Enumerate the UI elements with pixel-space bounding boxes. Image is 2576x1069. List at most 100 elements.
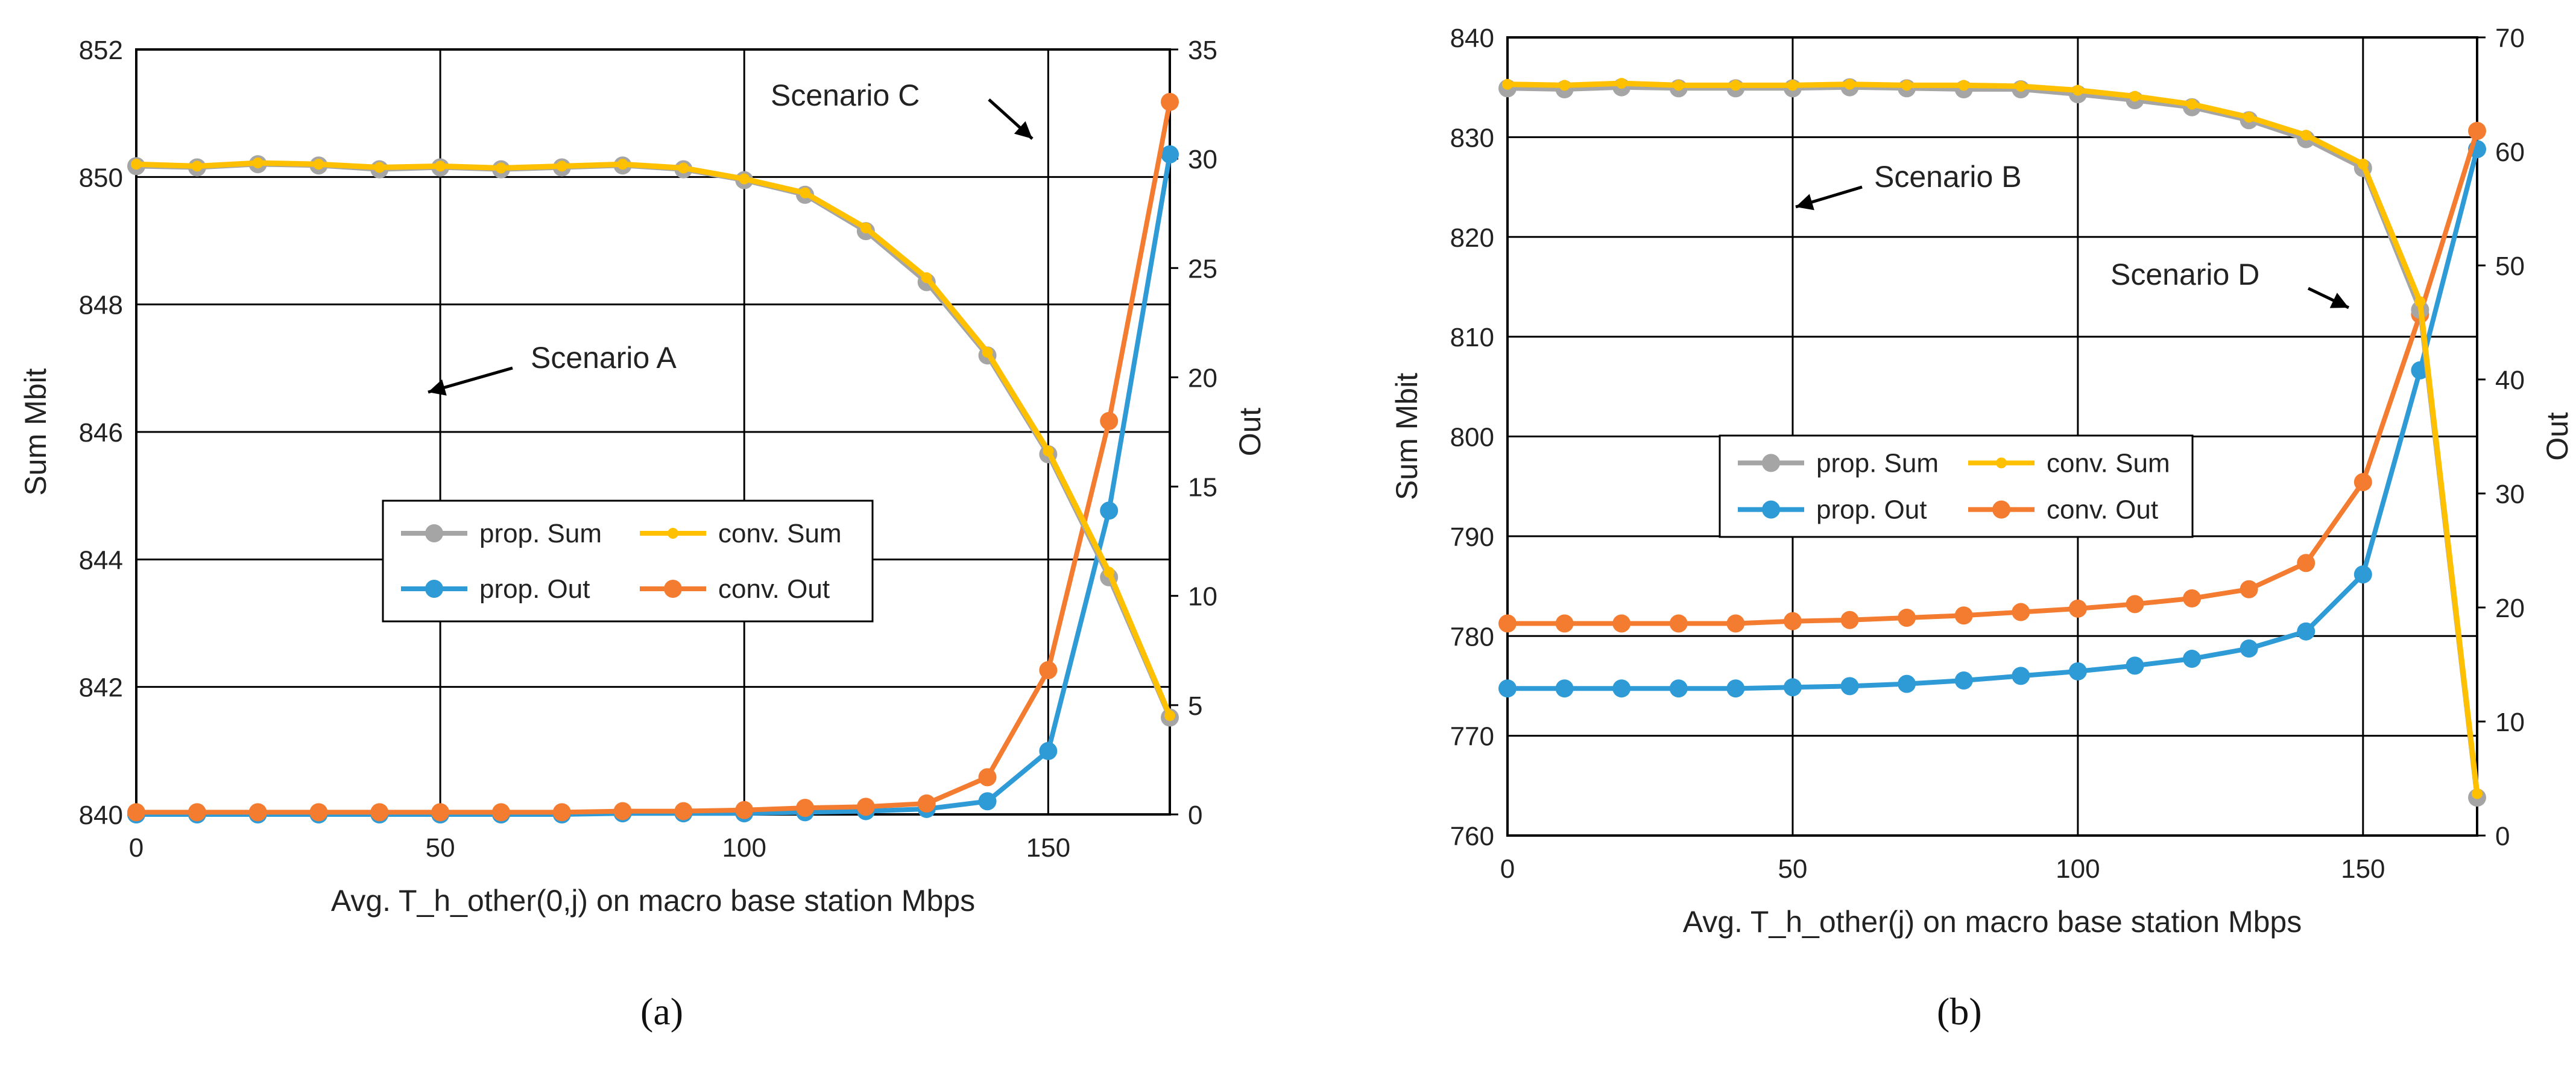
data-point xyxy=(978,792,997,811)
legend-label: conv. Sum xyxy=(2047,448,2170,478)
data-point xyxy=(2126,656,2144,675)
data-point xyxy=(2357,159,2369,170)
legend-label: prop. Sum xyxy=(1816,448,1939,478)
data-point xyxy=(2240,639,2258,658)
data-point xyxy=(1164,710,1175,722)
data-point xyxy=(617,159,628,170)
y-tick-label: 810 xyxy=(1450,323,1494,352)
data-point xyxy=(1669,679,1688,698)
x-tick-label: 100 xyxy=(722,833,766,863)
data-point xyxy=(2068,662,2087,680)
data-point xyxy=(1612,614,1631,633)
data-point xyxy=(1100,411,1119,430)
series-line-prop-out xyxy=(1507,148,2480,691)
data-point xyxy=(1498,614,1517,633)
data-point xyxy=(796,799,815,817)
annotation-label: Scenario B xyxy=(1874,160,2022,194)
data-point xyxy=(1954,671,1973,690)
data-point xyxy=(1559,80,1570,91)
series-line-prop-sum xyxy=(1507,84,2480,798)
data-point xyxy=(552,803,571,822)
y2-tick-label: 30 xyxy=(1188,145,1217,174)
data-point xyxy=(1100,501,1119,520)
data-point xyxy=(1043,445,1054,457)
data-point xyxy=(921,272,932,284)
caption-a: (a) xyxy=(640,990,684,1033)
data-point xyxy=(2297,622,2316,641)
y-axis-title: Sum Mbit xyxy=(1390,373,1424,500)
y-tick-label: 844 xyxy=(79,545,123,575)
y-axis-title: Sum Mbit xyxy=(19,368,52,495)
y-tick-label: 790 xyxy=(1450,522,1494,552)
legend-label: prop. Out xyxy=(479,574,590,604)
data-point xyxy=(1039,741,1058,760)
y-tick-label: 848 xyxy=(79,291,123,320)
y-tick-label: 760 xyxy=(1450,822,1494,851)
legend-label: conv. Sum xyxy=(718,519,842,548)
x-tick-label: 100 xyxy=(2056,854,2100,884)
y-tick-label: 846 xyxy=(79,418,123,448)
data-point xyxy=(2068,599,2087,618)
series-line-conv-out xyxy=(1507,130,2480,626)
data-point xyxy=(1161,145,1179,163)
y-tick-label: 800 xyxy=(1450,423,1494,452)
legend-label: prop. Out xyxy=(1816,495,1927,525)
chart-panel-a: 840 842 844 846 848 850 852 0 5 10 15 20 25 30 35 0 50 10… xyxy=(19,36,1267,918)
legend-swatch-marker xyxy=(1992,500,2010,519)
y-tick-label: 850 xyxy=(79,163,123,192)
data-point xyxy=(1103,566,1115,578)
data-point xyxy=(982,346,993,358)
data-point xyxy=(735,801,754,819)
y2-tick-label: 5 xyxy=(1188,691,1202,721)
data-point xyxy=(1616,78,1627,89)
data-point xyxy=(370,803,389,822)
data-point xyxy=(1730,80,1741,91)
caption-b: (b) xyxy=(1937,990,1982,1033)
data-point xyxy=(1954,606,1973,625)
y-tick-label: 770 xyxy=(1450,722,1494,752)
y-tick-label: 830 xyxy=(1450,123,1494,153)
y2-axis-title: Out xyxy=(1233,408,1267,457)
y2-tick-label: 40 xyxy=(2495,366,2525,395)
y-tick-label: 840 xyxy=(79,801,123,830)
series-line-conv-sum xyxy=(1507,80,2480,795)
y-tick-label: 852 xyxy=(79,36,123,65)
data-point xyxy=(2468,121,2486,140)
x-tick-label: 50 xyxy=(426,833,455,863)
y2-tick-label: 25 xyxy=(1188,254,1217,284)
data-point xyxy=(1898,609,1916,627)
data-point xyxy=(2353,565,2372,584)
y2-tick-label: 60 xyxy=(2495,138,2525,167)
x-tick-label: 50 xyxy=(1778,854,1807,884)
data-point xyxy=(1555,679,1574,698)
x-tick-label: 150 xyxy=(2341,854,2385,884)
data-point xyxy=(1840,677,1859,696)
data-point xyxy=(1498,679,1517,698)
data-point xyxy=(2012,667,2030,685)
y2-tick-label: 20 xyxy=(2495,594,2525,623)
data-point xyxy=(2012,603,2030,621)
data-point xyxy=(1555,614,1574,633)
data-point xyxy=(435,160,446,172)
data-point xyxy=(248,803,267,822)
legend-label: conv. Out xyxy=(2047,495,2158,525)
y2-tick-label: 10 xyxy=(1188,582,1217,612)
annotation-arrowhead xyxy=(2329,293,2349,308)
data-point xyxy=(374,162,385,173)
y2-tick-label: 0 xyxy=(1188,801,1202,830)
data-point xyxy=(1783,612,1802,630)
x-tick-label: 0 xyxy=(129,833,144,863)
y2-tick-label: 35 xyxy=(1188,36,1217,65)
data-point xyxy=(1726,614,1745,633)
data-point xyxy=(313,159,324,170)
y2-tick-label: 70 xyxy=(2495,24,2525,53)
data-point xyxy=(1901,80,1913,91)
data-point xyxy=(2183,589,2202,607)
y-tick-label: 840 xyxy=(1450,24,1494,53)
data-point xyxy=(188,803,206,822)
annotation-arrowhead xyxy=(428,379,447,396)
series-line-conv-out xyxy=(136,101,1172,815)
data-point xyxy=(252,157,264,169)
annotation-label: Scenario D xyxy=(2110,258,2259,291)
